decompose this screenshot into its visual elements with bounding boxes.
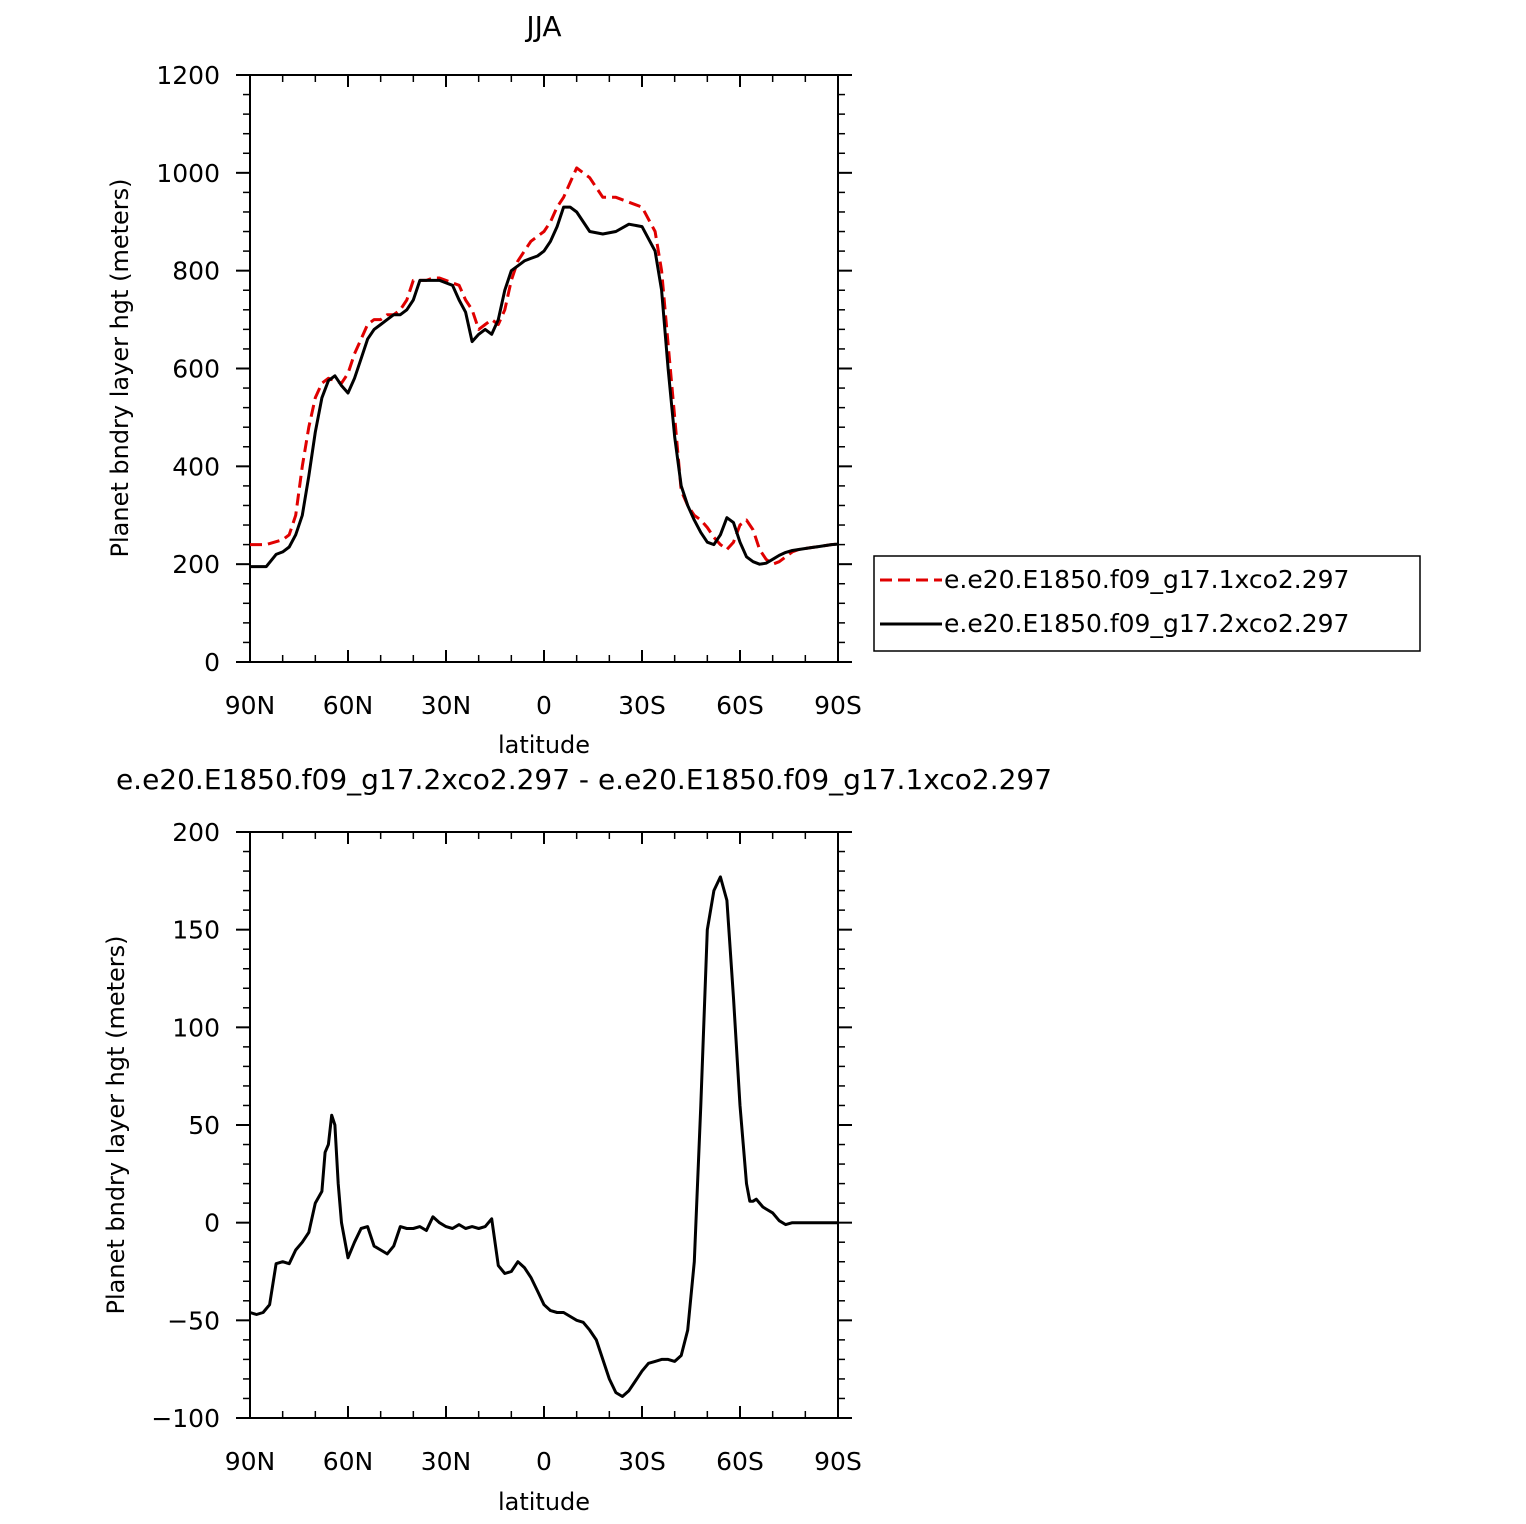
legend: e.e20.E1850.f09_g17.1xco2.297 e.e20.E185… [873, 555, 1421, 652]
y-tick-label: 50 [188, 1111, 220, 1140]
y-tick-label: −100 [151, 1404, 220, 1433]
difference-chart-title: e.e20.E1850.f09_g17.2xco2.297 - e.e20.E1… [116, 763, 1052, 796]
x-axis-label: latitude [498, 731, 590, 759]
top-panel: JJA 90N 60N 30N 0 30S 60S 90S 0 200 400 600 800 1000… [106, 10, 862, 759]
y-tick-label: 600 [172, 355, 220, 384]
plot-frame [249, 74, 839, 663]
y-axis-label: Planet bndry layer hgt (meters) [106, 179, 134, 558]
series-lines [249, 875, 838, 1398]
series-line-difference [249, 875, 838, 1398]
legend-label-1xco2: e.e20.E1850.f09_g17.1xco2.297 [944, 565, 1349, 594]
x-tick-label: 30N [421, 691, 472, 720]
bottom-panel: e.e20.E1850.f09_g17.2xco2.297 - e.e20.E1… [102, 763, 1052, 1516]
chart-title: JJA [524, 10, 561, 43]
x-tick-label: 90N [225, 1447, 276, 1476]
axis-ticks: 90N 60N 30N 0 30S 60S 90S −100 −50 0 50 100 150 200 [151, 818, 862, 1476]
y-tick-label: 150 [172, 916, 220, 945]
x-tick-label: 0 [536, 1447, 552, 1476]
legend-label-2xco2: e.e20.E1850.f09_g17.2xco2.297 [944, 609, 1349, 638]
series-line-e-e20-e1850-f09-g17-2xco2-297 [250, 205, 839, 569]
y-tick-label: 100 [172, 1013, 220, 1042]
plot-frame [249, 831, 839, 1419]
y-tick-label: 200 [172, 550, 220, 579]
y-tick-label: 0 [204, 648, 220, 677]
y-tick-label: −50 [167, 1306, 220, 1335]
y-tick-label: 0 [204, 1209, 220, 1238]
series-line-e-e20-e1850-f09-g17-1xco2-297 [250, 166, 839, 566]
y-tick-label: 1200 [156, 61, 220, 90]
y-axis-label: Planet bndry layer hgt (meters) [102, 936, 130, 1315]
x-tick-label: 30S [618, 691, 666, 720]
x-tick-label: 0 [536, 691, 552, 720]
x-axis-label: latitude [498, 1488, 590, 1516]
x-tick-label: 90S [814, 1447, 862, 1476]
y-tick-label: 1000 [156, 159, 220, 188]
x-tick-label: 30N [421, 1447, 472, 1476]
x-tick-label: 60N [323, 1447, 374, 1476]
x-tick-label: 90S [814, 691, 862, 720]
legend-frame [873, 555, 1421, 652]
y-tick-label: 400 [172, 452, 220, 481]
axis-ticks: 90N 60N 30N 0 30S 60S 90S 0 200 400 600 800 1000 1200 [156, 61, 861, 720]
y-tick-label: 200 [172, 818, 220, 847]
x-tick-label: 30S [618, 1447, 666, 1476]
x-tick-label: 90N [225, 691, 276, 720]
x-tick-label: 60S [716, 1447, 764, 1476]
x-tick-label: 60N [323, 691, 374, 720]
series-lines [250, 166, 839, 569]
y-tick-label: 800 [172, 257, 220, 286]
x-tick-label: 60S [716, 691, 764, 720]
